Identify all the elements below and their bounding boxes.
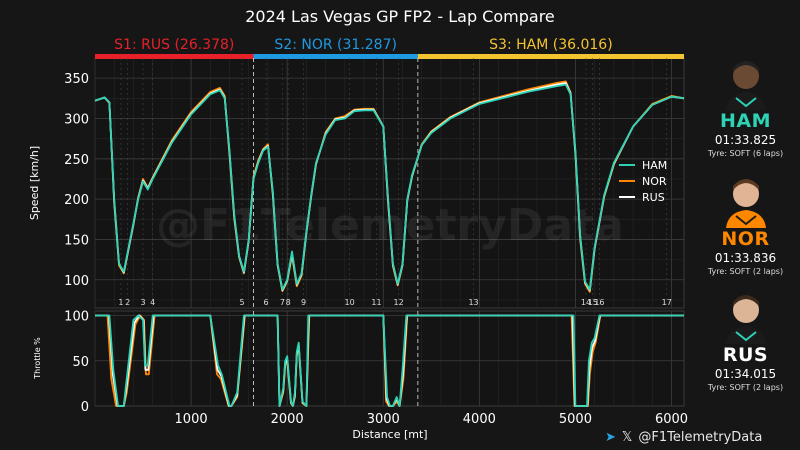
throttle-line-ham [95, 314, 684, 407]
sector-label: S3: HAM (36.016) [489, 37, 613, 53]
tyre-info-ham: Tyre: SOFT (6 laps) [707, 149, 784, 158]
x-tick-label: 1000 [175, 412, 208, 427]
x-tick-label: 3000 [367, 412, 400, 427]
tyre-info-rus: Tyre: SOFT (2 laps) [707, 383, 784, 392]
telegram-icon: ➤ [605, 430, 616, 445]
rus-avatar [722, 288, 770, 344]
chart-title: 2024 Las Vegas GP FP2 - Lap Compare [245, 7, 555, 26]
speed-axis-label: Speed [km/h] [28, 146, 41, 220]
sector-label: S1: RUS (26.378) [114, 37, 234, 53]
corner-label: 7 [280, 298, 285, 307]
corner-label: 16 [594, 298, 604, 307]
sector-label: S2: NOR (31.287) [274, 37, 397, 53]
sector-bar [95, 54, 254, 59]
rus-panel: RUS 01:34.015 Tyre: SOFT (2 laps) [693, 344, 798, 392]
lap-time-nor: 01:33.836 [714, 251, 777, 265]
corner-label: 2 [125, 298, 130, 307]
throttle-axis-label: Throttle % [33, 337, 42, 380]
throttle-panel [94, 310, 685, 407]
driver-code-rus: RUS [722, 344, 769, 366]
corner-label: 15 [588, 298, 598, 307]
speed-tick-label: 350 [64, 72, 89, 87]
speed-tick-label: 200 [64, 193, 89, 208]
corner-label: 17 [662, 298, 672, 307]
speed-tick-label: 250 [64, 153, 89, 168]
corner-label: 5 [239, 298, 244, 307]
speed-tick-label: 300 [64, 112, 89, 127]
nor-avatar [722, 172, 770, 228]
tyre-info-nor: Tyre: SOFT (2 laps) [707, 267, 784, 276]
x-icon: 𝕏 [621, 430, 633, 445]
sector-bar [417, 54, 684, 59]
legend-label-nor: NOR [642, 175, 667, 188]
x-tick-label: 5000 [559, 412, 592, 427]
x-tick-label: 6000 [655, 412, 688, 427]
corner-label: 14 [581, 298, 591, 307]
corner-label: 4 [150, 298, 155, 307]
corner-label: 12 [394, 298, 404, 307]
corner-label: 13 [468, 298, 478, 307]
x-tick-label: 2000 [271, 412, 304, 427]
throttle-tick-label: 50 [72, 355, 89, 370]
corner-label: 8 [286, 298, 291, 307]
sector-bar [253, 54, 418, 59]
corner-label: 9 [301, 298, 306, 307]
ham-panel: HAM 01:33.825 Tyre: SOFT (6 laps) [693, 110, 798, 158]
driver-code-nor: NOR [721, 228, 770, 250]
corner-label: 1 [118, 298, 123, 307]
credit: ➤ 𝕏 @F1TelemetryData [605, 430, 762, 445]
corner-label: 3 [140, 298, 145, 307]
speed-tick-label: 150 [64, 233, 89, 248]
x-axis-label: Distance [mt] [352, 428, 427, 441]
x-tick-label: 4000 [463, 412, 496, 427]
lap-time-ham: 01:33.825 [714, 133, 777, 147]
credit-handle: @F1TelemetryData [638, 430, 763, 445]
lap-time-rus: 01:34.015 [714, 367, 777, 381]
speed-line-ham [94, 83, 685, 291]
legend-label-ham: HAM [642, 159, 667, 172]
corner-label: 10 [345, 298, 355, 307]
speed-panel [94, 57, 685, 309]
throttle-tick-label: 0 [81, 400, 89, 415]
ham-avatar [722, 54, 770, 110]
throttle-tick-label: 100 [64, 310, 89, 325]
nor-panel: NOR 01:33.836 Tyre: SOFT (2 laps) [693, 228, 798, 276]
corner-label: 11 [371, 298, 381, 307]
corner-label: 6 [263, 298, 268, 307]
driver-code-ham: HAM [719, 110, 771, 132]
legend-label-rus: RUS [642, 191, 665, 204]
speed-tick-label: 100 [64, 274, 89, 289]
